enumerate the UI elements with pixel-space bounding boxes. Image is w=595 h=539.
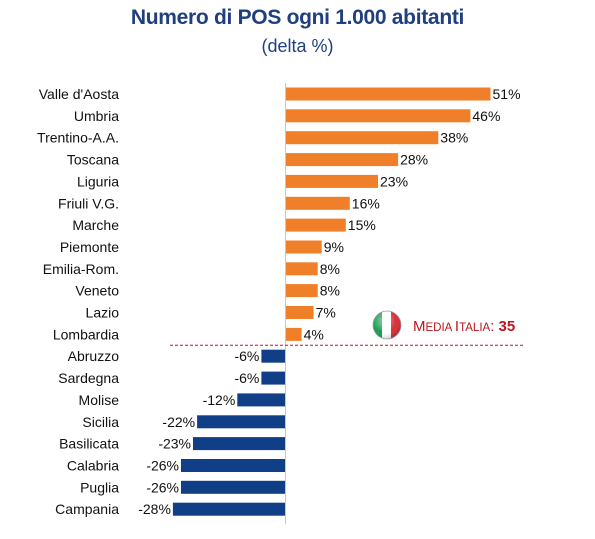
category-label: Lombardia [53,326,119,342]
average-label: MEDIA ITALIA: 35 [413,318,515,335]
category-label: Sardegna [58,370,119,386]
value-label: 38% [440,130,468,146]
bar-8 [285,262,318,276]
bar-4 [285,174,378,188]
bars-group [172,87,491,516]
category-label: Molise [79,392,120,408]
bar-14 [237,393,286,407]
value-label: 4% [304,326,324,342]
category-label: Valle d'Aosta [39,86,119,102]
bar-10 [285,306,314,319]
italian-flag-icon [372,310,402,340]
category-label: Piemonte [60,239,119,255]
bar-17 [181,459,286,472]
value-label: 9% [324,239,344,255]
category-label: Campania [55,501,119,517]
value-label: -26% [146,458,179,474]
value-label: 23% [380,173,408,189]
bar-3 [285,153,399,167]
value-label: -23% [158,436,191,452]
value-label: 28% [400,152,428,168]
value-label: 8% [320,283,340,299]
category-label: Veneto [75,283,119,299]
value-label: -6% [234,348,259,364]
category-label: Lazio [86,305,120,321]
value-label: 8% [320,261,340,277]
value-label: 51% [493,86,521,102]
bar-15 [197,415,286,429]
value-labels: 51% 46%38% 28% 23%16% 15%9% 8% 8% 7% 4% -6% -6% -12… [138,86,520,517]
bar-18 [181,480,286,494]
bar-1 [285,109,471,123]
category-label: Marche [72,217,119,233]
bar-12 [261,349,286,363]
bar-0 [285,87,491,101]
bar-11 [285,327,302,341]
value-label: 16% [352,195,380,211]
bar-7 [285,240,322,254]
bar-2 [285,131,439,145]
category-label: Puglia [80,479,119,495]
value-label: 46% [472,108,500,124]
category-label: Emilia-Rom. [43,261,119,277]
category-label: Umbria [74,108,119,124]
category-label: Trentino-A.A. [37,130,119,146]
chart-subtitle: (delta %) [261,36,334,56]
bar-9 [285,284,318,298]
bar-6 [285,218,346,232]
bar-5 [285,196,350,210]
bar-13 [261,371,286,385]
bar-19 [172,502,286,516]
value-label: -28% [138,501,171,517]
category-label: Sicilia [82,414,119,430]
category-label: Toscana [67,152,119,168]
category-label: Liguria [77,173,119,189]
value-label: 15% [348,217,376,233]
category-label: Abruzzo [68,348,120,364]
average-value: 35 [499,318,516,335]
value-label: -22% [162,414,195,430]
category-labels: Valle d'Aosta Umbria Trentino-A.A. Toscana L… [37,86,119,517]
bar-16 [193,437,286,451]
value-label: -6% [234,370,259,386]
chart-title: Numero di POS ogni 1.000 abitanti [130,6,465,29]
category-label: Friuli V.G. [58,195,119,211]
value-label: 7% [316,305,336,321]
category-label: Basilicata [59,436,119,452]
value-label: -26% [146,479,179,495]
category-label: Calabria [67,458,119,474]
value-label: -12% [203,392,236,408]
